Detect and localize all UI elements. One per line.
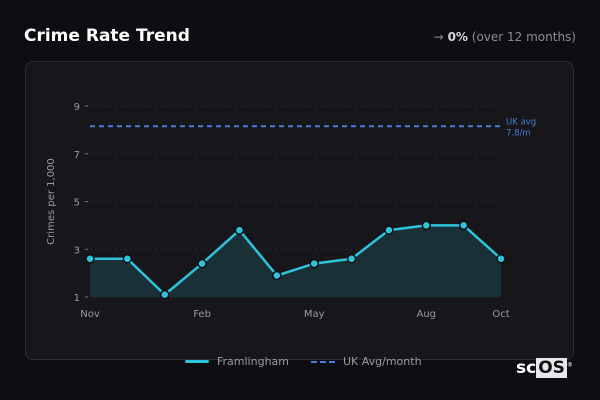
x-tick-label: Aug bbox=[417, 309, 437, 320]
logo-mark: ® bbox=[566, 361, 573, 369]
y-tick-label: 5 bbox=[74, 198, 80, 209]
data-point bbox=[272, 270, 282, 281]
logo-sc: sc bbox=[516, 358, 537, 378]
data-point bbox=[458, 220, 469, 231]
y-tick-label: 9 bbox=[74, 102, 80, 113]
y-tick-label: 3 bbox=[74, 245, 80, 256]
legend-item-framlingham[interactable]: Framlingham bbox=[185, 355, 289, 368]
x-tick-label: May bbox=[304, 309, 325, 320]
x-tick-label: Feb bbox=[193, 309, 211, 320]
data-point bbox=[197, 258, 207, 269]
arrow-icon: → bbox=[433, 30, 444, 44]
y-tick-label: 7 bbox=[74, 150, 80, 161]
legend-label: UK Avg/month bbox=[343, 355, 422, 368]
x-tick-label: Oct bbox=[492, 309, 509, 320]
data-point bbox=[496, 254, 506, 264]
logo-os: OS bbox=[536, 358, 567, 378]
change-period: (over 12 months) bbox=[471, 30, 576, 44]
scos-logo: sc OS ® bbox=[516, 358, 573, 378]
chart-card bbox=[25, 61, 574, 360]
uk-avg-label: UK avg bbox=[506, 117, 536, 127]
legend-swatch-solid bbox=[185, 360, 209, 363]
data-point bbox=[309, 258, 319, 269]
page-title: Crime Rate Trend bbox=[24, 26, 190, 46]
legend-swatch-dashed bbox=[311, 360, 335, 363]
series-line bbox=[90, 224, 502, 296]
data-point bbox=[159, 289, 170, 300]
series-area bbox=[90, 225, 501, 297]
data-point bbox=[384, 225, 394, 235]
legend-item-uk-avg[interactable]: UK Avg/month bbox=[311, 355, 422, 368]
change-value: 0% bbox=[447, 30, 468, 44]
data-point bbox=[122, 254, 133, 264]
data-point bbox=[85, 254, 95, 264]
data-point bbox=[421, 220, 432, 231]
x-tick-label: Nov bbox=[80, 309, 100, 320]
data-point bbox=[234, 225, 245, 235]
trend-change: → 0% (over 12 months) bbox=[434, 30, 576, 44]
chart-legend: Framlingham UK Avg/month bbox=[185, 355, 422, 368]
uk-avg-value: 7.8/m bbox=[506, 128, 531, 138]
legend-label: Framlingham bbox=[217, 355, 289, 368]
y-tick-label: 1 bbox=[74, 293, 80, 304]
y-axis-label: Crimes per 1,000 bbox=[46, 158, 57, 245]
data-point bbox=[346, 254, 357, 264]
